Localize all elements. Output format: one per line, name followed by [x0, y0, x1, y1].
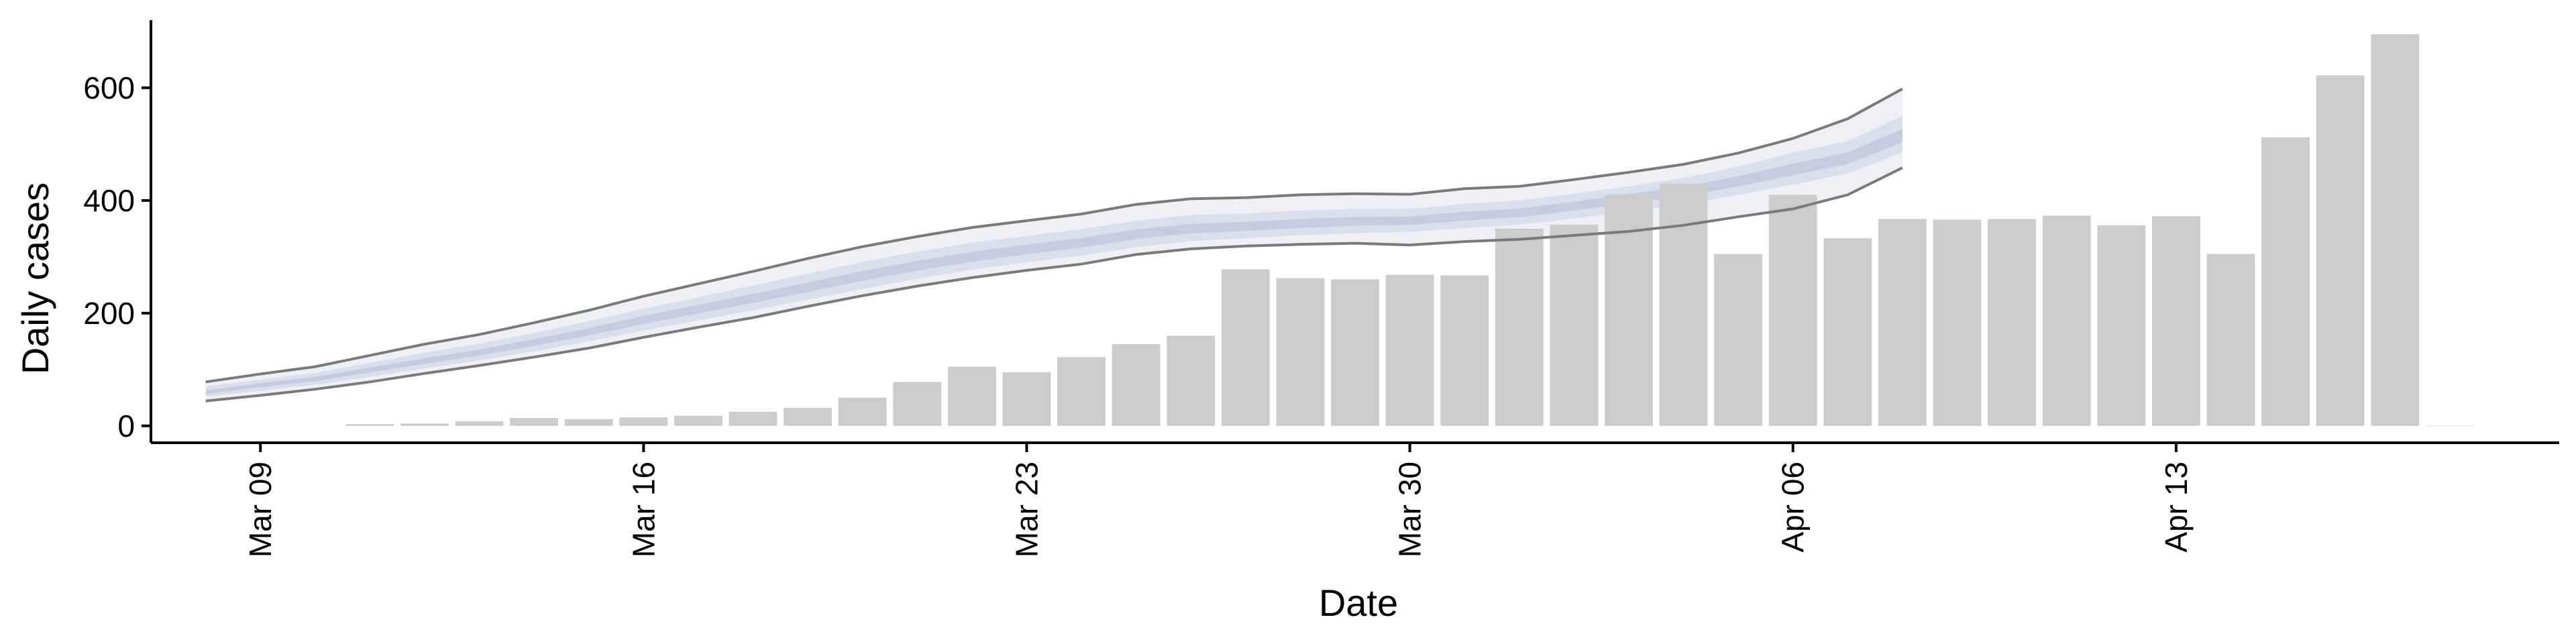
bar: [510, 418, 558, 426]
y-axis-title: Daily cases: [14, 182, 56, 374]
y-tick-label: 0: [117, 409, 135, 443]
bar: [2371, 34, 2420, 426]
y-tick-label: 400: [83, 183, 135, 218]
bar: [2097, 225, 2146, 426]
upper-bound-line: [205, 87, 1903, 384]
bar: [1933, 219, 1982, 426]
bar: [1550, 224, 1599, 426]
bar: [2042, 215, 2091, 426]
bar: [1714, 254, 1762, 426]
bar: [2261, 137, 2310, 426]
bar: [1495, 228, 1544, 426]
bar: [948, 366, 996, 426]
bar: [893, 382, 942, 426]
x-tick-label: Apr 13: [2159, 462, 2194, 553]
bar: [400, 423, 449, 426]
bar: [784, 407, 832, 426]
bar: [2316, 75, 2365, 426]
axes: 0 200 400 600 Mar 09 Mar 16 Mar 23 Mar 30 Apr 06…: [83, 20, 2559, 557]
bar: [1385, 274, 1434, 426]
bar: [1988, 219, 2036, 426]
bar: [1440, 275, 1489, 426]
bar: [2425, 425, 2474, 427]
bar: [2206, 254, 2255, 426]
bar: [674, 415, 722, 426]
bar: [1878, 219, 1927, 426]
bar: [1823, 238, 1872, 426]
bar: [345, 424, 394, 426]
forecast-median-band: [205, 129, 1902, 394]
x-tick-label: Mar 30: [1393, 462, 1428, 557]
bar: [838, 397, 887, 426]
forecast-bound-lines: [205, 87, 1903, 402]
bar: [729, 411, 777, 426]
bar: [1112, 344, 1161, 426]
x-tick-label: Mar 16: [626, 462, 661, 557]
bar: [564, 419, 613, 426]
lower-bound-line: [205, 166, 1903, 402]
x-tick-label: Mar 09: [243, 462, 278, 557]
bar: [1768, 195, 1817, 426]
bar: [1221, 269, 1270, 426]
y-tick-label: 600: [83, 70, 135, 105]
x-axis-title: Date: [1319, 582, 1398, 624]
forecast-bands: [205, 89, 1902, 401]
bar: [1057, 357, 1106, 426]
bar: [1276, 278, 1325, 426]
y-tick-label: 200: [83, 296, 135, 331]
bar: [1167, 335, 1216, 426]
case-bars: [345, 34, 2474, 427]
bar: [1331, 279, 1379, 426]
x-tick-label: Apr 06: [1776, 462, 1811, 553]
bar: [619, 417, 668, 426]
x-tick-label: Mar 23: [1010, 462, 1044, 557]
bar: [1002, 372, 1051, 426]
bar: [1659, 183, 1708, 426]
bar: [455, 421, 504, 426]
bar: [2152, 216, 2200, 426]
